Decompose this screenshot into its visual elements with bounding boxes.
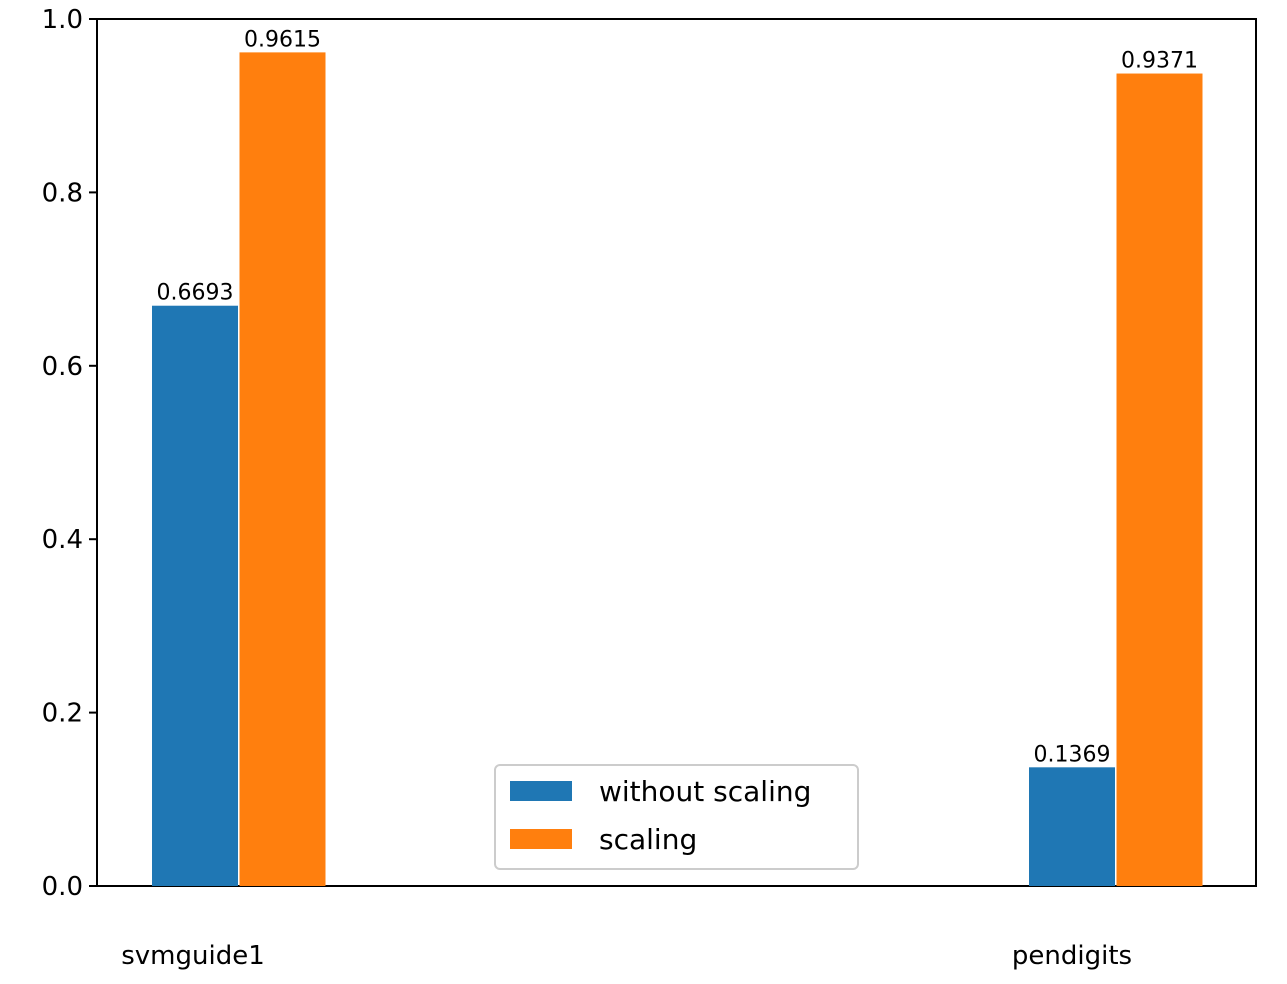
data-label: 0.1369 xyxy=(1034,742,1111,767)
legend-swatch xyxy=(510,829,572,849)
bar-svmguide1-scaling xyxy=(239,52,326,886)
legend-box xyxy=(494,764,859,870)
y-tick-label: 0.6 xyxy=(42,352,83,382)
legend: without scaling scaling xyxy=(494,764,859,870)
bar-svmguide1-without-scaling xyxy=(152,305,238,886)
data-labels: 0.6693 0.1369 0.9615 0.9371 xyxy=(157,27,1198,767)
data-label: 0.9615 xyxy=(244,27,321,52)
y-tick-label: 0.2 xyxy=(42,699,83,729)
legend-label: scaling xyxy=(599,823,697,856)
plot-frame xyxy=(96,18,1257,887)
bars xyxy=(152,52,1203,886)
axes: 0.0 0.2 0.4 0.6 0.8 1.0 svmguide1 pendigits xyxy=(42,5,1257,971)
bar-pendigits-without-scaling xyxy=(1029,767,1115,886)
data-label: 0.9371 xyxy=(1121,49,1198,74)
y-tick-label: 0.8 xyxy=(42,178,83,208)
x-category-label: pendigits xyxy=(1012,941,1132,971)
legend-swatch xyxy=(510,781,572,801)
y-tick-label: 1.0 xyxy=(42,5,83,35)
x-category-label: svmguide1 xyxy=(121,941,265,971)
legend-label: without scaling xyxy=(599,775,811,808)
y-tick-label: 0.0 xyxy=(42,872,83,902)
y-tick-label: 0.4 xyxy=(42,525,83,555)
bar-pendigits-scaling xyxy=(1116,73,1203,886)
data-label: 0.6693 xyxy=(157,281,234,306)
